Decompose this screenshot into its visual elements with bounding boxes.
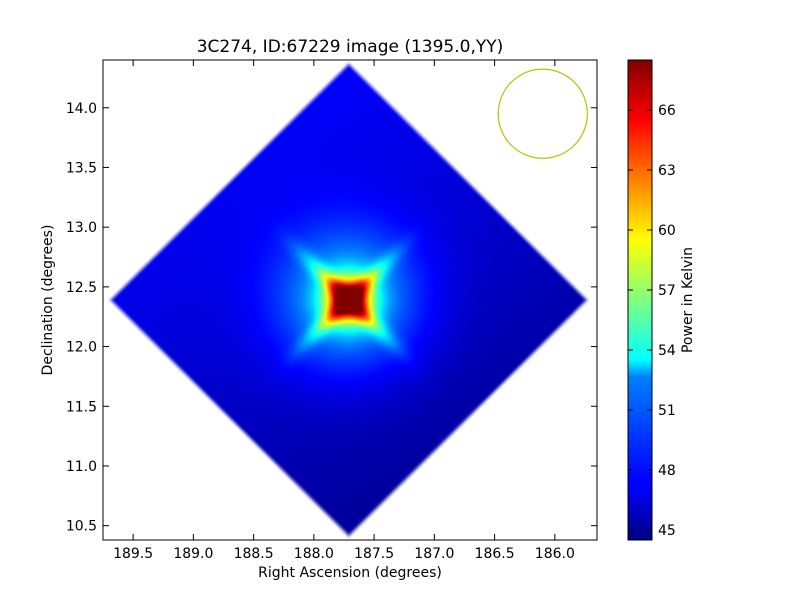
x-tick-label: 187.5 xyxy=(354,546,394,562)
colorbar-ticks: 45 48 51 54 57 60 63 66 xyxy=(628,103,676,539)
x-axis-label: Right Ascension (degrees) xyxy=(258,565,442,581)
colorbar xyxy=(627,59,653,541)
y-axis: 10.5 11.0 11.5 12.0 12.5 13.0 13.5 14.0 xyxy=(66,101,597,535)
colorbar-tick-label: 57 xyxy=(658,283,676,299)
x-tick-label: 188.0 xyxy=(294,546,334,562)
colorbar-tick-label: 54 xyxy=(658,343,676,359)
y-tick-label: 13.0 xyxy=(66,220,97,236)
x-axis: 189.5 189.0 188.5 188.0 187.5 187.0 186.5 186.0 xyxy=(113,60,575,562)
colorbar-tick-label: 63 xyxy=(658,163,676,179)
colorbar-tick-label: 48 xyxy=(658,463,676,479)
x-tick-label: 188.5 xyxy=(234,546,274,562)
x-tick-label: 189.5 xyxy=(113,546,153,562)
y-tick-label: 10.5 xyxy=(66,519,97,535)
x-tick-label: 189.0 xyxy=(173,546,213,562)
y-tick-label: 11.5 xyxy=(66,399,97,415)
x-tick-label: 187.0 xyxy=(414,546,454,562)
colorbar-tick-label: 45 xyxy=(658,523,676,539)
y-tick-label: 13.5 xyxy=(66,160,97,176)
y-tick-label: 12.5 xyxy=(66,280,97,296)
x-tick-label: 186.5 xyxy=(475,546,515,562)
x-tick-label: 186.0 xyxy=(535,546,575,562)
y-axis-label: Declination (degrees) xyxy=(40,225,56,376)
y-tick-label: 11.0 xyxy=(66,459,97,475)
y-tick-label: 12.0 xyxy=(66,340,97,356)
colorbar-label: Power in Kelvin xyxy=(680,247,696,353)
colorbar-tick-label: 60 xyxy=(658,223,676,239)
heatmap-image xyxy=(103,60,597,540)
chart-title: 3C274, ID:67229 image (1395.0,YY) xyxy=(197,37,504,57)
plot-frame xyxy=(102,59,598,541)
colorbar-tick-label: 66 xyxy=(658,103,676,119)
colorbar-tick-label: 51 xyxy=(658,403,676,419)
y-tick-label: 14.0 xyxy=(66,101,97,117)
beam-circle xyxy=(497,68,588,159)
